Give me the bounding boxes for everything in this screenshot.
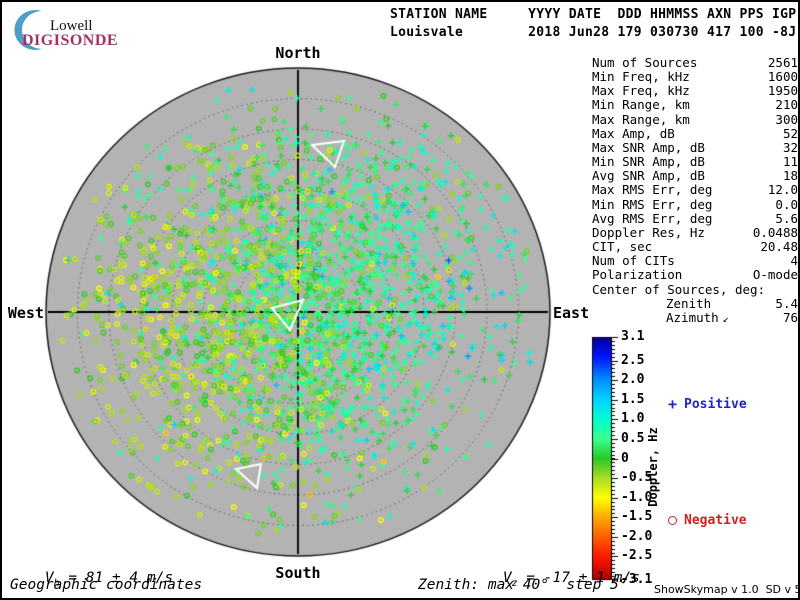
legend-positive: + Positive	[668, 395, 747, 413]
legend-positive-label: Positive	[684, 396, 747, 412]
stat-row: CIT, sec 20.48	[592, 239, 798, 255]
colorbar-tick-label: -3.1	[621, 572, 653, 587]
colorbar-tick-label: -2.0	[621, 528, 653, 544]
station-header: STATION NAME YYYY DATE DDD HHMMSS AXN PP…	[390, 6, 796, 42]
stat-row: Min RMS Err, deg 0.0	[592, 196, 798, 212]
colorbar-tick-label: -1.5	[621, 509, 653, 525]
coordinates-label: Geographic coordinates	[10, 577, 203, 593]
stat-row: Max Freq, kHz 1950	[592, 83, 798, 99]
logo-digisonde-text: DIGISONDE	[22, 32, 119, 49]
colorbar-tick-label: 3.1	[621, 329, 645, 344]
doppler-axis-label: Doppler, Hz	[646, 427, 660, 507]
stats-center-header: Center of Sources, deg:	[592, 281, 766, 297]
negative-marker-icon	[668, 516, 677, 525]
vh-symbol: V	[44, 570, 54, 586]
vz-subscript: z	[511, 577, 518, 589]
colorbar-tick-label: -0.5	[621, 470, 653, 486]
colorbar-tick-label: 0.5	[621, 430, 645, 446]
vz-value: = -17 ± 1 m/s	[517, 570, 640, 586]
stat-row: Azimuth ↙ 76	[666, 309, 798, 325]
version-label: ShowSkymap v 1.0 SD v 5.1	[654, 583, 800, 596]
logo-lowell-text: Lowell	[50, 18, 93, 34]
vh-subscript: h	[53, 577, 60, 589]
stat-row: Avg RMS Err, deg 5.6	[592, 210, 798, 226]
colorbar-tick-label: 1.5	[621, 391, 645, 407]
header-values-row: Louisvale 2018 Jun28 179 030730 417 100 …	[390, 25, 797, 40]
stat-row: Max Amp, dB 52	[592, 125, 798, 141]
vz-symbol: V	[502, 570, 512, 586]
stat-row: Avg SNR Amp, dB 18	[592, 168, 798, 184]
crescent-icon	[14, 9, 42, 50]
positive-marker-icon: +	[668, 395, 678, 413]
colorbar-tick-label: 0	[621, 450, 629, 466]
colorbar-tick-label: -1.0	[621, 489, 653, 505]
compass-north-label: North	[275, 44, 321, 62]
compass-south-label: South	[275, 564, 321, 582]
vh-value: = 81 ± 4 m/s	[59, 570, 174, 586]
stat-row: Doppler Res, Hz 0.0488	[592, 224, 798, 240]
stat-row: Min SNR Amp, dB 11	[592, 154, 798, 170]
colorbar-tick-label: -2.5	[621, 548, 653, 564]
colorbar-tick-label: 2.0	[621, 372, 645, 388]
stat-row: Max RMS Err, deg 12.0	[592, 182, 798, 198]
horizontal-velocity-readout: Vh = 81 ± 4 m/s	[10, 554, 174, 598]
compass-east-label: East	[553, 304, 590, 322]
legend-negative-label: Negative	[684, 513, 747, 528]
lowell-digisonde-logo: Lowell DIGISONDE	[10, 6, 140, 50]
stats-panel: Num of Sources 2561 Min Freq, kHz 1600 Max F…	[592, 55, 798, 327]
colorbar-tick-label: 1.0	[621, 411, 645, 427]
stat-row: Polarization O-mode	[592, 267, 798, 283]
azimuth-direction-icon: ↙	[722, 313, 729, 325]
stat-row: Num of CITs 4	[592, 253, 798, 269]
stat-row: Max SNR Amp, dB 32	[592, 139, 798, 155]
stat-row: Num of Sources 2561	[592, 55, 798, 70]
colorbar-tick-label: 2.5	[621, 352, 645, 368]
stat-row: Min Range, km 210	[592, 97, 798, 113]
compass-west-label: West	[7, 304, 44, 322]
stat-row: Max Range, km 300	[592, 111, 798, 127]
stat-row: Zenith 5.4	[666, 295, 798, 311]
stat-row: Min Freq, kHz 1600	[592, 69, 798, 85]
zenith-range-label: Zenith: max 40° step 5°	[418, 577, 628, 593]
header-columns-row: STATION NAME YYYY DATE DDD HHMMSS AXN PP…	[390, 7, 797, 22]
vertical-velocity-readout: Vz = -17 ± 1 m/s	[468, 554, 640, 598]
legend-negative: Negative	[668, 513, 747, 528]
